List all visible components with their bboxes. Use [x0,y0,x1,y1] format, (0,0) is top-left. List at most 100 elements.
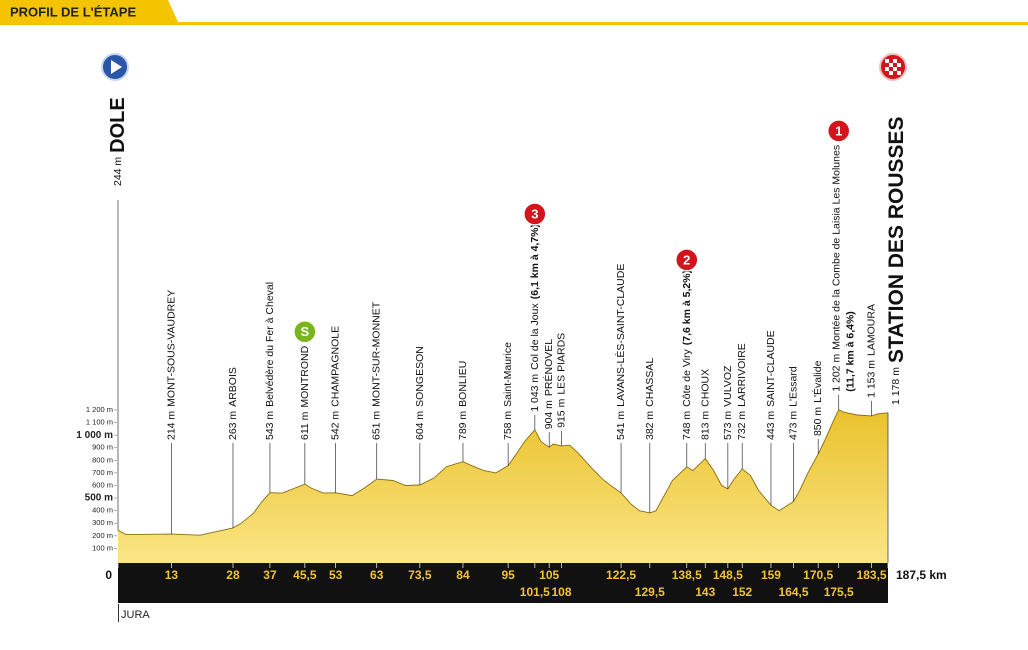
waypoint-label: 382 m CHASSAL [644,358,656,440]
x-tick-label: 138,5 [672,568,702,582]
climb-marker-label: 2 [683,252,690,267]
climb-marker [293,320,317,344]
x-tick-label: 73,5 [408,568,432,582]
x-tick-label: 175,5 [824,585,854,599]
label-part: MONT-SUR-MONNET [371,301,383,407]
label-part: LAMOURA [866,304,878,356]
waypoint-label: 915 m LES PIARDS [556,333,568,428]
y-tick-label: 500 m [85,493,113,504]
label-part: 573 m [722,411,734,440]
label-part: Saint-Maurice [502,342,514,407]
label-part: 1 202 m [831,354,843,392]
label-part: 813 m [699,411,711,440]
label-part: DOLE [107,97,129,153]
finish-check [885,67,889,71]
label-part: Belvédère du Fer à Cheval [264,282,276,407]
label-part: 789 m [457,411,469,440]
x-tick-label: 105 [539,568,559,582]
label-part: 214 m [165,411,177,440]
x-tick-label: 164,5 [779,585,809,599]
label-part: 244 m [112,157,124,186]
y-tick-label: 400 m [92,506,113,515]
start-label: 244 m DOLE [107,97,129,186]
label-part: 732 m [736,411,748,440]
label-part: 1 178 m [890,367,902,405]
x-tick-label: 159 [761,568,781,582]
label-part: 263 m [227,411,239,440]
label-part: CHAMPAGNOLE [330,326,342,407]
x-tick-label: 108 [552,585,572,599]
label-part: LARRIVOIRE [736,343,748,407]
finish-check [889,71,893,75]
finish-check [893,67,897,71]
label-part: SAINT-CLAUDE [765,330,777,406]
waypoint-label: 443 m SAINT-CLAUDE [765,330,777,440]
x-tick-label: 143 [695,585,715,599]
label-part: PRÉNOVEL [542,339,555,396]
waypoint-label: 263 m ARBOIS [227,367,239,440]
climb-marker-label: 1 [835,123,842,138]
label-part: Col de la Joux [529,303,541,370]
region-label: JURA [121,609,150,621]
x-tick-label: 95 [501,568,515,582]
label-part: 1 153 m [866,360,878,398]
label-part: 543 m [264,411,276,440]
label-part: 850 m [812,407,824,436]
finish-check [897,63,901,67]
waypoint-label: 573 m VULVOZ [722,365,734,440]
x-tick-label: 170,5 [803,568,833,582]
label-part: 651 m [371,411,383,440]
climb-marker [826,119,851,143]
label-part: LES PIARDS [556,333,568,395]
x-tick-label: 152 [732,585,752,599]
label-part: 542 m [330,411,342,440]
label-part: MONTROND [299,345,311,407]
x-tick-label: 63 [370,568,384,582]
distance-bar [118,563,888,603]
label-part: 541 m [615,411,627,440]
finish-check [885,59,889,63]
y-tick-label: 100 m [92,543,113,552]
climb-marker-label: 3 [531,206,538,221]
waypoint-label: 611 m MONTROND [299,345,311,440]
waypoint-label: 850 m L'Évalide [811,360,824,436]
label-part: STATION DES ROUSSES [885,116,908,363]
y-tick-label: 1 200 m [86,405,113,414]
x-tick-label: 101,5 [520,585,550,599]
y-tick-label: 800 m [92,455,113,464]
climb-detail: (6,1 km à 4,7%) [529,224,541,299]
y-tick-label: 200 m [92,531,113,540]
x-tick-label: 183,5 [857,568,887,582]
header-title: PROFIL DE L'ÉTAPE [10,4,136,19]
x-tick-label: 122,5 [606,568,636,582]
label-part: L'Essard [788,366,800,407]
waypoint-label: 732 m LARRIVOIRE [736,343,748,440]
x-tick-label: 53 [329,568,343,582]
finish-label: 1 178 m STATION DES ROUSSES [885,116,908,405]
profile-area [118,409,888,563]
x-tick-label: 28 [226,568,240,582]
x-tick-label: 84 [456,568,470,582]
x-tick-label: 0 [105,568,112,582]
waypoint-label: 214 m MONT-SOUS-VAUDREY [165,290,177,440]
label-part: 473 m [788,411,800,440]
label-part: Côte de Viry [681,348,693,406]
label-part: VULVOZ [722,365,734,407]
waypoint-label: 1 202 m Montée de la Combe de Laisia Les … [831,145,843,392]
waypoint-label: 758 m Saint-Maurice [502,342,514,440]
x-tick-label: 187,5 km [896,568,947,582]
waypoint-label: 543 m Belvédère du Fer à Cheval [264,282,276,440]
waypoint-label: 1 043 m Col de la Joux (6,1 km à 4,7%) [529,224,541,412]
climb-marker [675,248,699,272]
y-tick-label: 700 m [92,468,113,477]
profile-line [117,409,889,536]
waypoint-label: 813 m CHOUX [699,369,711,440]
label-part: 443 m [765,411,777,440]
label-part: (11,7 km à 6,4%) [845,311,857,392]
label-part: 604 m [414,411,426,440]
waypoint-label: 604 m SONGESON [414,346,426,440]
label-part: 904 m [543,400,555,429]
y-tick-label: 1 000 m [76,430,113,441]
label-part: 1 043 m [529,374,541,412]
